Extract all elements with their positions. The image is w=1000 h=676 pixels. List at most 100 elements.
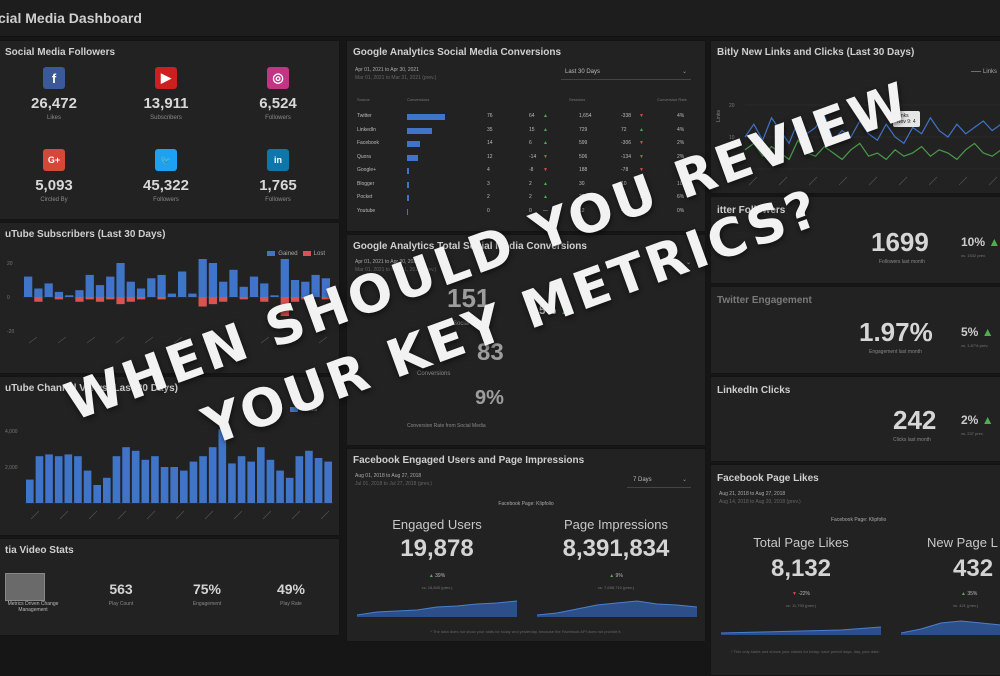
sessions-delta-cell: 72 [621, 126, 627, 133]
ga-total-date: Apr 01, 2021 to Apr 30, 2021 [355, 259, 419, 265]
video-stat-label: Play Count [108, 601, 134, 607]
ga-total-menu-icon[interactable]: ⌄ [685, 260, 691, 266]
bitly-title: Bitly New Links and Clicks (Last 30 Days… [717, 47, 915, 58]
sessions-cell: 35 [579, 194, 585, 200]
legend-views-swatch [290, 407, 299, 412]
twitter-engagement-value: 1.97% [859, 317, 933, 347]
fb-likes-title: Facebook Page Likes [717, 473, 819, 484]
up-arrow-icon: ▲ [639, 126, 644, 133]
total-likes-delta-value: -22% [798, 591, 811, 597]
conversion-bar [407, 141, 420, 147]
legend-links-line [971, 70, 982, 72]
views-bar [103, 477, 111, 503]
impressions-prev: vs. 7,698,710 (prev.) [597, 585, 635, 590]
gained-bar [116, 263, 125, 297]
yt-subscribers-title: uTube Subscribers (Last 30 Days) [5, 229, 166, 240]
source-cell: Google+ [357, 167, 377, 173]
impressions-value: 8,391,834 [562, 535, 670, 562]
ga-rate-label: Conversion Rate from Social Media [407, 423, 486, 429]
col-conversions: Conversions [407, 97, 430, 102]
video-stat-value: 49% [276, 581, 306, 597]
gained-bar [229, 269, 238, 297]
new-likes-label: New Page L [927, 535, 998, 550]
x-tick-mark [204, 510, 214, 520]
conversion-bar [407, 181, 409, 188]
x-tick-mark [57, 336, 67, 344]
views-bar [74, 456, 82, 503]
x-tick-mark [175, 510, 185, 520]
x-tick-mark [231, 336, 241, 344]
linkedin-clicks-pct-value: 2% [961, 413, 979, 427]
twitter-followers-prev: vs. 1542 prev. [961, 253, 986, 258]
gained-bar [198, 259, 207, 297]
source-cell: Youtube [357, 207, 376, 214]
bitly-ylabel: Links [715, 110, 722, 122]
follower-label: Likes [46, 115, 61, 121]
views-bar [199, 456, 207, 503]
table-row[interactable]: LinkedIn 35 15 729 72 4% ▲ ▲ [357, 127, 687, 137]
table-row[interactable]: Google+ 4 -8 188 -78 2% ▼ ▼ [357, 167, 687, 177]
twitter-followers-pct: 10% ▲ [961, 235, 1000, 249]
twitter-engagement-title: Twitter Engagement [717, 295, 812, 306]
conversion-bar [407, 154, 418, 161]
views-bar [324, 461, 332, 503]
linkedin-icon: in [267, 149, 289, 171]
x-tick-mark [59, 510, 69, 520]
views-bar [64, 454, 73, 503]
y-tick-label: 0 [729, 167, 732, 173]
legend-gained: Gained [278, 251, 298, 258]
engaged-users-prev: vs. 16,843 (prev.) [421, 585, 453, 590]
tooltip-value: Nov 9: 4 [897, 119, 916, 125]
ga-conversions-date: Apr 01, 2021 to Apr 30, 2021 [355, 67, 419, 73]
video-thumbnail[interactable] [5, 573, 45, 601]
y-tick-label: -20 [7, 329, 14, 335]
fb-likes-page-label: Facebook Page: Klipfolio [831, 517, 887, 523]
table-row[interactable]: Youtube 0 0 12 4 0% — ▲ [357, 208, 687, 218]
gained-bar [167, 293, 176, 297]
table-row[interactable]: Pocket 2 2 35 8 6% ▲ ▲ [357, 194, 687, 204]
fb-engaged-footnote: * The data does not show your stats for … [430, 629, 622, 634]
table-row[interactable]: Quora 12 -14 506 -134 2% ▼ ▼ [357, 154, 687, 164]
fb-period-value: 7 Days [633, 477, 652, 483]
source-cell: Quora [357, 153, 371, 160]
fb-page-label: Facebook Page: Klipfolio [498, 501, 554, 507]
x-tick-mark [928, 176, 938, 186]
gained-bar [65, 295, 74, 297]
col-sessions: Sessions [569, 97, 586, 102]
fb-engaged-panel: Facebook Engaged Users and Page Impressi… [346, 448, 706, 642]
gained-bar [136, 288, 146, 297]
followers-title: Social Media Followers [5, 47, 116, 58]
twitter-followers-label: Followers last month [879, 259, 925, 265]
fb-period-dropdown[interactable]: 7 Days ⌄ [627, 475, 691, 488]
ga-total-value: 151 [447, 283, 491, 313]
ga-period-dropdown[interactable]: Last 30 Days ⌄ [561, 67, 691, 80]
table-row[interactable]: Blogger 3 2 30 10 10% ▲ ▲ [357, 181, 687, 191]
sessions-cell: 506 [579, 153, 588, 160]
y-tick-label: 2,000 [5, 465, 18, 471]
gained-bar [24, 276, 33, 297]
conversions-delta-cell: 0 [529, 207, 532, 214]
table-row[interactable]: Twitter 76 64 1,654 -338 4% ▲ ▼ [357, 113, 687, 123]
down-arrow-icon: ▼ [639, 167, 644, 173]
rate-cell: 4% [677, 113, 685, 119]
down-arrow-icon: ▼ [543, 153, 548, 160]
up-arrow-icon: ▲ [543, 126, 548, 133]
ga-conversions-panel: Google Analytics Social Media Conversion… [346, 40, 706, 232]
yt-views-panel: uTube Channel Views (Last 30 Days) Views… [0, 376, 340, 536]
ga-rate-value: 9% [475, 387, 504, 409]
x-tick-mark [115, 336, 125, 344]
conversions-cell: 3 [487, 180, 490, 187]
twitter-followers-value: 1699 [871, 227, 929, 257]
fb-engaged-date: Aug 01, 2018 to Aug 27, 2018 [355, 473, 422, 479]
down-arrow-icon: ▼ [639, 140, 644, 146]
rate-cell: 10% [677, 180, 688, 187]
engaged-users-delta-value: 39% [435, 573, 446, 579]
twitter-followers-panel: itter Followers 1699 Followers last mont… [710, 196, 1000, 284]
gained-bar [270, 295, 279, 297]
source-cell: Pocket [357, 194, 373, 200]
table-row[interactable]: Facebook 14 6 599 -306 2% ▲ ▼ [357, 140, 687, 150]
rate-cell: 0% [677, 207, 685, 214]
sessions-cell: 188 [579, 167, 588, 173]
x-tick-mark [838, 176, 848, 186]
twitter-engagement-prev: vs. 1.87% prev. [961, 343, 989, 348]
